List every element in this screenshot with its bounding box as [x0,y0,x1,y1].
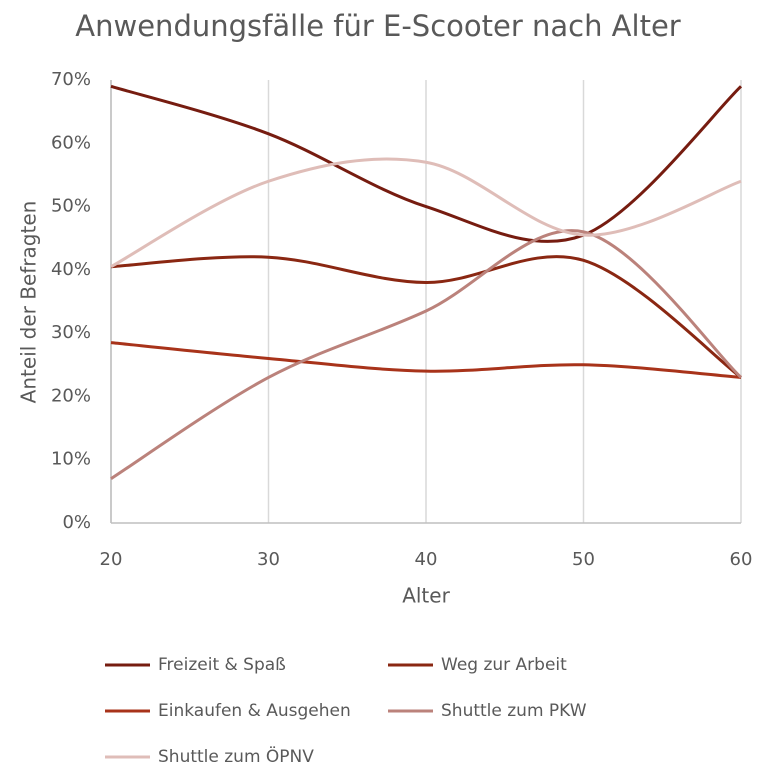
y-tick-label: 10% [51,449,91,470]
series-line [110,255,742,379]
x-axis-title: Alter [402,584,450,608]
x-tick-label: 20 [100,549,123,570]
y-tick-label: 60% [51,132,91,153]
series-line [110,341,742,379]
x-tick-label: 50 [572,549,595,570]
legend-label: Shuttle zum PKW [441,701,587,721]
chart-title: Anwendungsfälle für E-Scooter nach Alter [75,9,681,43]
y-tick-label: 40% [51,259,91,280]
series-line [110,157,742,269]
series-line [110,229,743,480]
y-tick-label: 30% [51,322,91,343]
legend-label: Weg zur Arbeit [441,655,567,675]
y-tick-label: 70% [51,69,91,90]
legend-label: Freizeit & Spaß [158,655,286,675]
legend-label: Shuttle zum ÖPNV [158,745,314,767]
y-tick-label: 20% [51,385,91,406]
legend-label: Einkaufen & Ausgehen [158,701,351,721]
x-tick-label: 30 [257,549,280,570]
series-line [110,84,743,243]
x-tick-label: 60 [730,549,753,570]
y-axis-title: Anteil der Befragten [17,201,41,404]
y-tick-label: 50% [51,196,91,217]
x-tick-label: 40 [415,549,438,570]
y-tick-label: 0% [62,512,91,533]
